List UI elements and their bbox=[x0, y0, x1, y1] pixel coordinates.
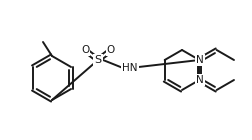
Text: HN: HN bbox=[122, 63, 138, 73]
Text: S: S bbox=[94, 55, 102, 65]
Text: N: N bbox=[197, 55, 204, 65]
Text: N: N bbox=[197, 75, 204, 85]
Text: O: O bbox=[81, 45, 89, 55]
Text: O: O bbox=[107, 45, 115, 55]
